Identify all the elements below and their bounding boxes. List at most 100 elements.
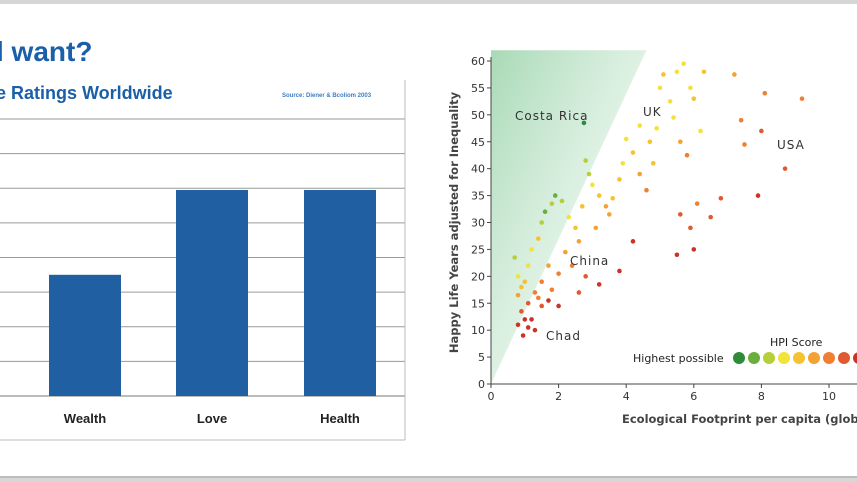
y-tick-label: 30 — [471, 217, 485, 230]
x-tick-label: 8 — [758, 390, 765, 403]
scatter-point — [532, 327, 538, 333]
scatter-point — [596, 282, 602, 287]
scatter-point — [630, 150, 636, 155]
annotation-costa-rica: Costa Rica — [515, 109, 588, 123]
scatter-point — [515, 292, 521, 298]
scatter-point — [677, 212, 683, 217]
annotation-uk: UK — [643, 105, 662, 119]
scatter-point — [637, 123, 643, 128]
scatter-point — [539, 279, 544, 285]
scatter-point — [590, 182, 595, 188]
scatter-point — [610, 195, 615, 201]
scatter-point — [684, 152, 690, 158]
scatter-point — [515, 322, 521, 328]
scatter-point — [688, 85, 693, 91]
scatter-point — [637, 171, 643, 177]
scatter-point — [762, 91, 768, 96]
y-tick-label: 0 — [478, 378, 485, 391]
legend-swatch — [778, 352, 790, 364]
scatter-point — [593, 225, 599, 231]
scatter-point — [755, 193, 761, 198]
scatter-point — [657, 85, 663, 91]
slide-title: l want? — [0, 36, 93, 67]
scatter-point — [647, 139, 653, 145]
scatter-point — [688, 225, 693, 231]
scatter-point — [542, 209, 548, 215]
scatter-point — [525, 300, 531, 306]
scatter-point — [519, 309, 524, 314]
bar-category-label: Wealth — [64, 411, 106, 426]
scatter-point — [583, 158, 588, 163]
scatter-point — [519, 284, 524, 290]
scatter-point — [596, 193, 602, 198]
x-tick-label: 10 — [822, 390, 836, 403]
scatter-point — [559, 198, 565, 204]
scatter-point — [569, 263, 575, 268]
scatter-point — [529, 317, 534, 322]
legend-swatch — [793, 352, 805, 364]
scatter-point — [623, 136, 629, 142]
scatter-point — [525, 325, 531, 330]
scatter-point — [556, 303, 561, 309]
scatter-point — [552, 193, 558, 198]
scatter-point — [563, 249, 568, 255]
y-tick-label: 5 — [478, 351, 485, 364]
scatter-point — [708, 214, 713, 220]
y-tick-label: 35 — [471, 190, 485, 203]
scatter-point — [671, 115, 676, 120]
scatter-point — [617, 268, 622, 274]
scatter-point — [573, 225, 578, 231]
legend-swatch — [748, 352, 760, 364]
scatter-point — [579, 204, 585, 209]
source-note: Source: Diener & Bcoliom 2003 — [282, 93, 372, 99]
scatter-point — [539, 220, 544, 225]
scatter-point — [691, 247, 697, 252]
scatter-y-axis-label: Happy Life Years adjusted for Inequality — [447, 91, 461, 353]
legend-title: HPI Score — [770, 336, 823, 349]
x-tick-label: 0 — [488, 390, 495, 403]
scatter-point — [782, 166, 788, 171]
scatter-point — [539, 303, 544, 309]
scatter-point — [620, 160, 626, 166]
scatter-point — [799, 96, 805, 101]
scatter-point — [583, 274, 588, 279]
scatter-x-axis-label: Ecological Footprint per capita (globa — [622, 412, 857, 426]
scatter-point — [644, 187, 649, 193]
scatter-point — [691, 96, 697, 101]
legend-swatch — [823, 352, 835, 364]
scatter-point — [694, 201, 700, 206]
scatter-point — [581, 120, 587, 126]
scatter-point — [718, 195, 724, 201]
annotation-chad: Chad — [546, 329, 581, 343]
annotation-usa: USA — [777, 138, 805, 152]
scatter-point — [512, 255, 517, 260]
scatter-point — [732, 72, 737, 77]
scatter-point — [681, 61, 686, 66]
scatter-point — [654, 125, 659, 131]
scatter-point — [520, 333, 526, 338]
x-tick-label: 2 — [555, 390, 562, 403]
y-tick-label: 15 — [471, 297, 485, 310]
bar-love — [176, 189, 248, 396]
scatter-point — [607, 212, 612, 217]
legend-swatch — [838, 352, 850, 364]
scatter-point — [586, 171, 592, 177]
scatter-point — [532, 290, 538, 295]
scatter-point — [566, 214, 572, 220]
x-tick-label: 4 — [623, 390, 630, 403]
y-tick-label: 10 — [471, 324, 485, 337]
annotation-china: China — [570, 254, 609, 268]
scatter-point — [674, 69, 680, 75]
scatter-point — [617, 177, 622, 182]
y-tick-label: 40 — [471, 163, 485, 176]
y-tick-label: 20 — [471, 270, 485, 283]
legend-swatch — [808, 352, 820, 364]
scatter-point — [667, 99, 673, 104]
scatter-point — [515, 274, 521, 279]
scatter-point — [576, 239, 582, 244]
y-tick-label: 25 — [471, 243, 485, 256]
legend-label: Highest possible — [633, 352, 724, 365]
scatter-point — [759, 128, 764, 134]
scatter-point — [522, 317, 528, 322]
legend-swatch — [763, 352, 775, 364]
